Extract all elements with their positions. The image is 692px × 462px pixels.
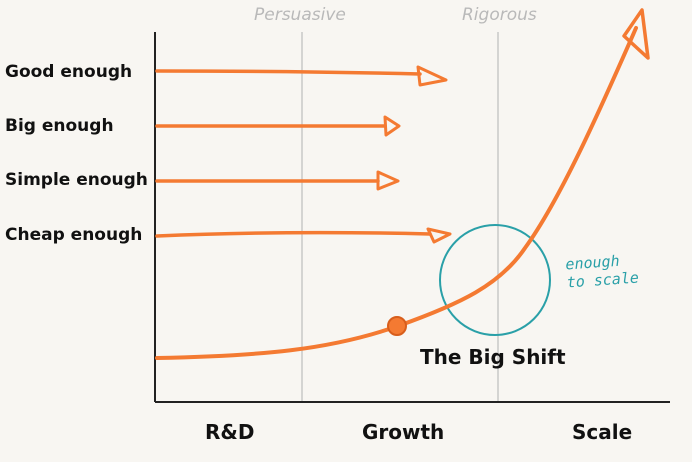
row-label-cheap-enough: Cheap enough <box>5 225 143 245</box>
growth-curve-arrowhead <box>622 8 650 60</box>
big-shift-dot <box>387 316 407 336</box>
row-label-good-enough: Good enough <box>5 62 133 82</box>
phase-label-rigorous: Rigorous <box>462 5 537 25</box>
arrow-big-enough <box>155 115 401 137</box>
growth-curve <box>155 26 638 360</box>
arrow-simple-enough <box>155 170 400 191</box>
arrow-cheap-enough <box>155 227 452 244</box>
enough-to-scale-note: enough to scale <box>565 251 640 292</box>
big-shift-label: The Big Shift <box>420 345 566 369</box>
row-label-simple-enough: Simple enough <box>5 170 148 190</box>
row-label-big-enough: Big enough <box>5 116 114 136</box>
stage-label-scale: Scale <box>572 420 633 444</box>
stage-label-rnd: R&D <box>205 420 255 444</box>
scale-threshold-circle <box>439 224 551 336</box>
arrow-good-enough <box>155 65 448 87</box>
stage-label-growth: Growth <box>362 420 445 444</box>
phase-label-persuasive: Persuasive <box>254 5 346 25</box>
